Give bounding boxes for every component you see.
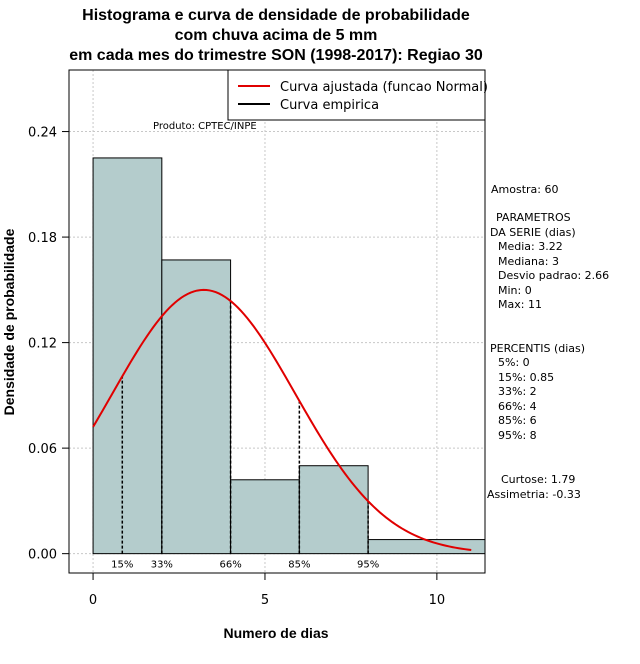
y-tick-label: 0.06 bbox=[28, 442, 57, 457]
y-tick-label: 0.00 bbox=[28, 548, 57, 563]
x-axis: 0 5 10 bbox=[89, 572, 446, 608]
percentile-markers: 15% 33% 66% 85% 95% bbox=[111, 300, 379, 571]
histogram-bars bbox=[92, 157, 486, 555]
histogram-bar bbox=[161, 259, 232, 555]
y-axis-label: Densidade de probabilidade bbox=[1, 228, 17, 415]
legend: Curva ajustada (funcao Normal) Curva emp… bbox=[227, 69, 488, 121]
stat-p66: 66%: 4 bbox=[498, 400, 537, 413]
percentile-label: 33% bbox=[151, 560, 173, 571]
histogram-bar bbox=[92, 157, 163, 555]
chart-title-line-3: em cada mes do trimestre SON (1998-2017)… bbox=[69, 47, 483, 64]
stat-p95: 95%: 8 bbox=[498, 429, 537, 442]
stat-assimetria: Assimetria: -0.33 bbox=[487, 488, 581, 501]
y-tick-label: 0.24 bbox=[28, 126, 57, 141]
stat-p85: 85%: 6 bbox=[498, 414, 537, 427]
y-tick-label: 0.12 bbox=[28, 337, 57, 352]
percentile-label: 85% bbox=[288, 560, 310, 571]
normal-fit-curve bbox=[92, 288, 472, 551]
stat-mediana: Mediana: 3 bbox=[498, 255, 559, 268]
stat-p33: 33%: 2 bbox=[498, 385, 537, 398]
stat-percentis-title: PERCENTIS (dias) bbox=[490, 342, 585, 355]
stat-p5: 5%: 0 bbox=[498, 356, 530, 369]
percentile-label: 15% bbox=[111, 560, 133, 571]
chart-title-line-1: Histograma e curva de densidade de proba… bbox=[82, 7, 470, 24]
stat-curtose: Curtose: 1.79 bbox=[501, 473, 575, 486]
stat-min: Min: 0 bbox=[498, 284, 532, 297]
product-label: Produto: CPTEC/INPE bbox=[153, 121, 257, 132]
stat-params-title-2: DA SERIE (dias) bbox=[490, 226, 576, 239]
x-tick-label: 5 bbox=[261, 593, 269, 608]
x-tick-label: 10 bbox=[429, 593, 446, 608]
stat-media: Media: 3.22 bbox=[498, 240, 563, 253]
legend-label-empirical: Curva empirica bbox=[280, 98, 379, 113]
histogram-bar bbox=[367, 539, 486, 555]
stat-sample: Amostra: 60 bbox=[491, 183, 558, 196]
histogram-bar bbox=[230, 479, 300, 555]
y-axis: 0.00 0.06 0.12 0.18 0.24 bbox=[28, 126, 70, 563]
stat-max: Max: 11 bbox=[498, 298, 542, 311]
percentile-label: 95% bbox=[357, 560, 379, 571]
stat-params-title-1: PARAMETROS bbox=[496, 211, 571, 224]
legend-label-fitted: Curva ajustada (funcao Normal) bbox=[280, 80, 488, 95]
chart-title-line-2: com chuva acima de 5 mm bbox=[175, 27, 378, 44]
x-axis-label: Numero de dias bbox=[223, 625, 328, 641]
stats-panel: Amostra: 60 PARAMETROS DA SERIE (dias) M… bbox=[487, 183, 609, 501]
legend-box bbox=[227, 69, 486, 121]
y-tick-label: 0.18 bbox=[28, 231, 57, 246]
percentile-label: 66% bbox=[219, 560, 241, 571]
stat-p15: 15%: 0.85 bbox=[498, 371, 554, 384]
stat-desvio: Desvio padrao: 2.66 bbox=[498, 269, 609, 282]
x-tick-label: 0 bbox=[89, 593, 97, 608]
histogram-bar bbox=[298, 465, 369, 555]
